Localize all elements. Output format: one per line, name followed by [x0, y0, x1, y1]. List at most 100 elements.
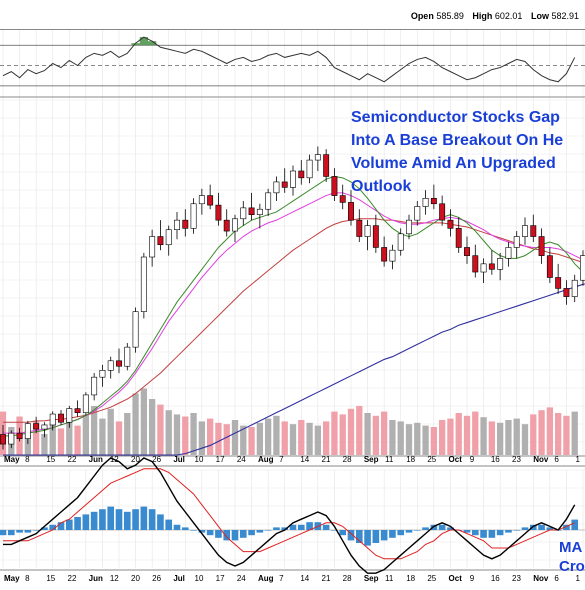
candle-body	[99, 370, 106, 378]
x-tick-label: 18	[406, 574, 415, 583]
volume-bar	[132, 393, 139, 455]
macd-histogram-bar	[115, 509, 123, 530]
macd-histogram-bar	[49, 524, 57, 530]
x-tick-label: 10	[195, 455, 204, 464]
x-tick-label: 17	[216, 455, 225, 464]
macd-histogram-bar	[571, 519, 579, 530]
candle-body	[538, 236, 545, 256]
volume-bar	[198, 421, 206, 455]
macd-histogram-bar	[347, 530, 355, 541]
macd-histogram-bar	[405, 530, 413, 533]
macd-histogram-bar	[231, 530, 239, 541]
volume-bar	[397, 421, 404, 455]
x-tick-label: Jul	[173, 455, 185, 464]
volume-bar	[289, 424, 297, 455]
headline-line-3: Volume Amid An Upgraded	[351, 155, 556, 172]
candle-body	[580, 255, 585, 281]
macd-histogram-bar	[190, 530, 197, 531]
low-label: Low	[530, 11, 549, 21]
x-tick-label: Jun	[89, 455, 103, 464]
macd-histogram-bar	[256, 530, 264, 533]
macd-histogram-bar	[546, 527, 554, 530]
x-tick-label: 8	[25, 574, 30, 583]
x-tick-label: 17	[216, 574, 225, 583]
x-tick-label: 11	[385, 455, 394, 464]
candle-body	[455, 228, 462, 248]
sma-fast-line	[3, 175, 585, 437]
volume-bar	[380, 411, 388, 455]
candles	[0, 146, 585, 450]
x-tick-label: 15	[46, 455, 55, 464]
macd-histogram-bar	[289, 524, 297, 530]
volume-bar	[538, 410, 545, 455]
x-tick-label: Jul	[173, 574, 185, 583]
macd-histogram-bar	[24, 530, 32, 533]
macd-histogram-bar	[372, 530, 380, 543]
volume-bar	[422, 425, 429, 455]
volume-bar	[124, 413, 131, 455]
macd-histogram-bar	[165, 519, 173, 530]
volume-bar	[513, 418, 520, 455]
candle-body	[124, 346, 131, 367]
candle-body	[439, 203, 446, 221]
macd-annotation: MA Cro	[559, 538, 585, 576]
volume-bar	[447, 418, 454, 455]
volume-bar	[571, 411, 578, 455]
candle-body	[107, 360, 114, 371]
macd-histogram-bar	[82, 514, 90, 530]
candle-body	[140, 256, 147, 312]
macd-histogram-bar	[181, 527, 189, 530]
volume-bar	[530, 414, 537, 455]
volume-bar	[99, 418, 106, 455]
macd-histogram-bar	[380, 530, 388, 541]
candle-body	[372, 225, 379, 248]
volume-bar	[248, 427, 255, 455]
ohlc-header: Open 585.89 High 602.01 Low 582.91	[411, 11, 585, 21]
x-tick-label: 20	[131, 455, 140, 464]
x-tick-label: Aug	[258, 574, 274, 583]
volume-bar	[496, 422, 504, 455]
x-tick-label: Oct	[449, 574, 463, 583]
sma-long-line	[3, 283, 585, 456]
candle-body	[381, 247, 388, 262]
x-tick-label: 20	[131, 574, 140, 583]
candle-body	[281, 181, 288, 188]
candle-body	[0, 434, 6, 445]
x-tick-label: 22	[68, 455, 77, 464]
macd-signal-line	[3, 468, 575, 560]
candle-body	[215, 204, 222, 221]
candle-body	[49, 413, 56, 426]
volume-bar	[165, 410, 172, 455]
x-tick-label: 8	[25, 455, 30, 464]
macd-histogram-bar	[107, 506, 115, 530]
candle-body	[82, 394, 89, 413]
candle-body	[232, 218, 238, 232]
macd-histogram-bar	[422, 527, 429, 530]
macd-histogram-bar	[148, 509, 156, 530]
volume-bar	[115, 421, 123, 455]
volume-bar	[389, 420, 396, 455]
x-tick-label: 6	[554, 574, 559, 583]
x-tick-label: 14	[300, 574, 309, 583]
macd-histogram-bar	[538, 524, 545, 530]
grid-lines	[0, 30, 585, 568]
candle-body	[33, 423, 40, 430]
rsi-line	[2, 36, 576, 83]
candle-body	[364, 225, 371, 237]
x-tick-label: 11	[385, 574, 394, 583]
x-tick-label: 25	[427, 455, 436, 464]
macd-histogram-bar	[57, 522, 65, 530]
x-tick-label: 23	[512, 455, 521, 464]
volume-bar	[488, 421, 496, 455]
high-label: High	[472, 11, 493, 21]
volume-bar	[240, 425, 247, 455]
volume-bar	[256, 422, 264, 455]
volume-bar	[339, 414, 346, 455]
macd-histogram-bar	[99, 509, 106, 530]
macd-histogram-bar	[355, 530, 363, 543]
candle-body	[132, 311, 139, 348]
macd-histogram-bar	[90, 511, 98, 530]
macd-histogram-bar	[471, 530, 479, 536]
